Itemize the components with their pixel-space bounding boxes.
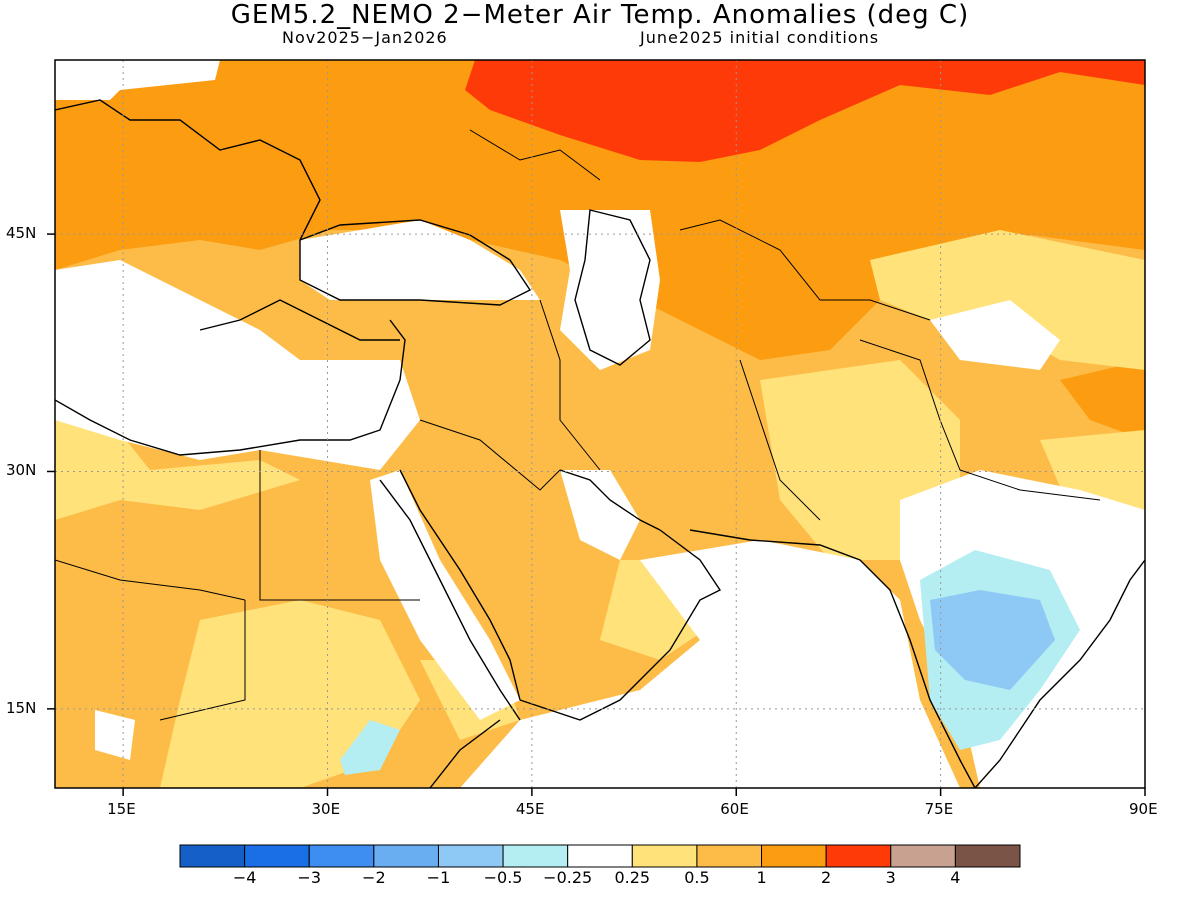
colorbar-swatch	[954, 844, 1021, 868]
forecast-period: Nov2025−Jan2026	[282, 28, 448, 47]
border-iraq-iran	[539, 299, 601, 471]
colorbar-label: 2	[821, 868, 832, 887]
coast-anatolia	[199, 299, 400, 341]
colorbar	[179, 844, 1021, 868]
anomaly-1-2-east	[1060, 360, 1145, 440]
gridlines	[55, 60, 1145, 788]
colorbar-swatch	[631, 844, 698, 868]
colorbar-label: −2	[362, 868, 386, 887]
neutral-gulf	[560, 470, 640, 560]
coast-india-east	[974, 559, 1145, 788]
neutral-arabian-sea	[460, 540, 960, 788]
map-frame	[54, 59, 1146, 789]
border-niger	[55, 559, 246, 601]
lon-label-60e: 60E	[720, 800, 749, 818]
initial-conditions: June2025 initial conditions	[640, 28, 880, 47]
colorbar-swatch	[308, 844, 375, 868]
anomaly-2-3	[465, 60, 1145, 162]
colorbar-swatch	[825, 844, 892, 868]
coast-arabia-south	[519, 529, 722, 721]
colorbar-swatch	[373, 844, 439, 868]
colorbar-label: 0.5	[684, 868, 710, 887]
anomaly-cool-india	[930, 590, 1055, 690]
neutral-caspian	[560, 210, 660, 370]
colorbar-label: 4	[950, 868, 961, 887]
axis-ticks	[47, 233, 1146, 796]
coast-red-sea-east	[399, 469, 521, 701]
lon-label-75e: 75E	[924, 800, 954, 818]
colorbar-swatch	[696, 844, 763, 868]
colorbar-label: −3	[297, 868, 322, 887]
neutral-mediterranean	[55, 260, 420, 470]
colorbar-swatch	[502, 844, 569, 868]
anomaly-weak-tibet	[870, 230, 1145, 370]
colorbar-swatch	[244, 844, 310, 868]
coast-red-sea-west	[379, 479, 521, 721]
colorbar-swatch	[567, 844, 633, 868]
coast-caspian	[574, 209, 651, 366]
colorbar-swatch	[179, 844, 246, 868]
border-libya-egypt-sudan	[259, 450, 420, 601]
anomaly-cool-weak-eritrea	[340, 720, 400, 775]
coast-europe	[55, 99, 321, 241]
lon-label-90e: 90E	[1129, 800, 1158, 818]
lon-label-45e: 45E	[515, 800, 545, 818]
colorbar-swatch	[437, 844, 504, 868]
neutral-lake-chad	[95, 710, 135, 760]
colorbar-label: 0.25	[614, 868, 651, 887]
border-pakistan-india	[859, 339, 1101, 501]
lat-label-15n: 15N	[6, 698, 37, 717]
chart-title: GEM5.2_NEMO 2−Meter Air Temp. Anomalies …	[230, 0, 970, 30]
border-russia-west	[469, 129, 601, 181]
colorbar-label: −0.5	[483, 868, 523, 887]
colorbar-swatch	[761, 844, 827, 868]
neutral-red-sea	[370, 470, 520, 720]
colorbar-label: −0.25	[543, 868, 593, 887]
lon-label-30e: 30E	[311, 800, 341, 818]
neutral-black-sea	[300, 220, 540, 300]
border-kazakh	[679, 219, 931, 321]
lon-label-15e: 15E	[107, 800, 136, 818]
border-saudi-north	[419, 419, 561, 491]
border-iran-afghan	[739, 359, 821, 521]
colorbar-label: −1	[426, 868, 451, 887]
colorbar-label: 3	[885, 868, 896, 887]
coast-north-africa	[55, 319, 406, 456]
coastlines	[55, 99, 1145, 788]
border-chad	[159, 600, 246, 721]
colorbar-label: −4	[232, 868, 257, 887]
coast-black-sea	[299, 219, 532, 306]
lat-label-30n: 30N	[6, 461, 37, 480]
coast-iran-india	[689, 529, 976, 788]
coast-horn-africa	[429, 719, 501, 788]
colorbar-swatch	[890, 844, 956, 868]
neutral-tarim	[930, 300, 1060, 370]
colorbar-label: 1	[756, 868, 767, 887]
map-fields	[55, 60, 1145, 788]
anomaly-weak-libya	[55, 420, 300, 520]
coast-persian-gulf	[559, 469, 661, 531]
borders	[55, 129, 1101, 721]
lat-label-45n: 45N	[6, 224, 37, 243]
neutral-scandinavia	[55, 60, 220, 100]
